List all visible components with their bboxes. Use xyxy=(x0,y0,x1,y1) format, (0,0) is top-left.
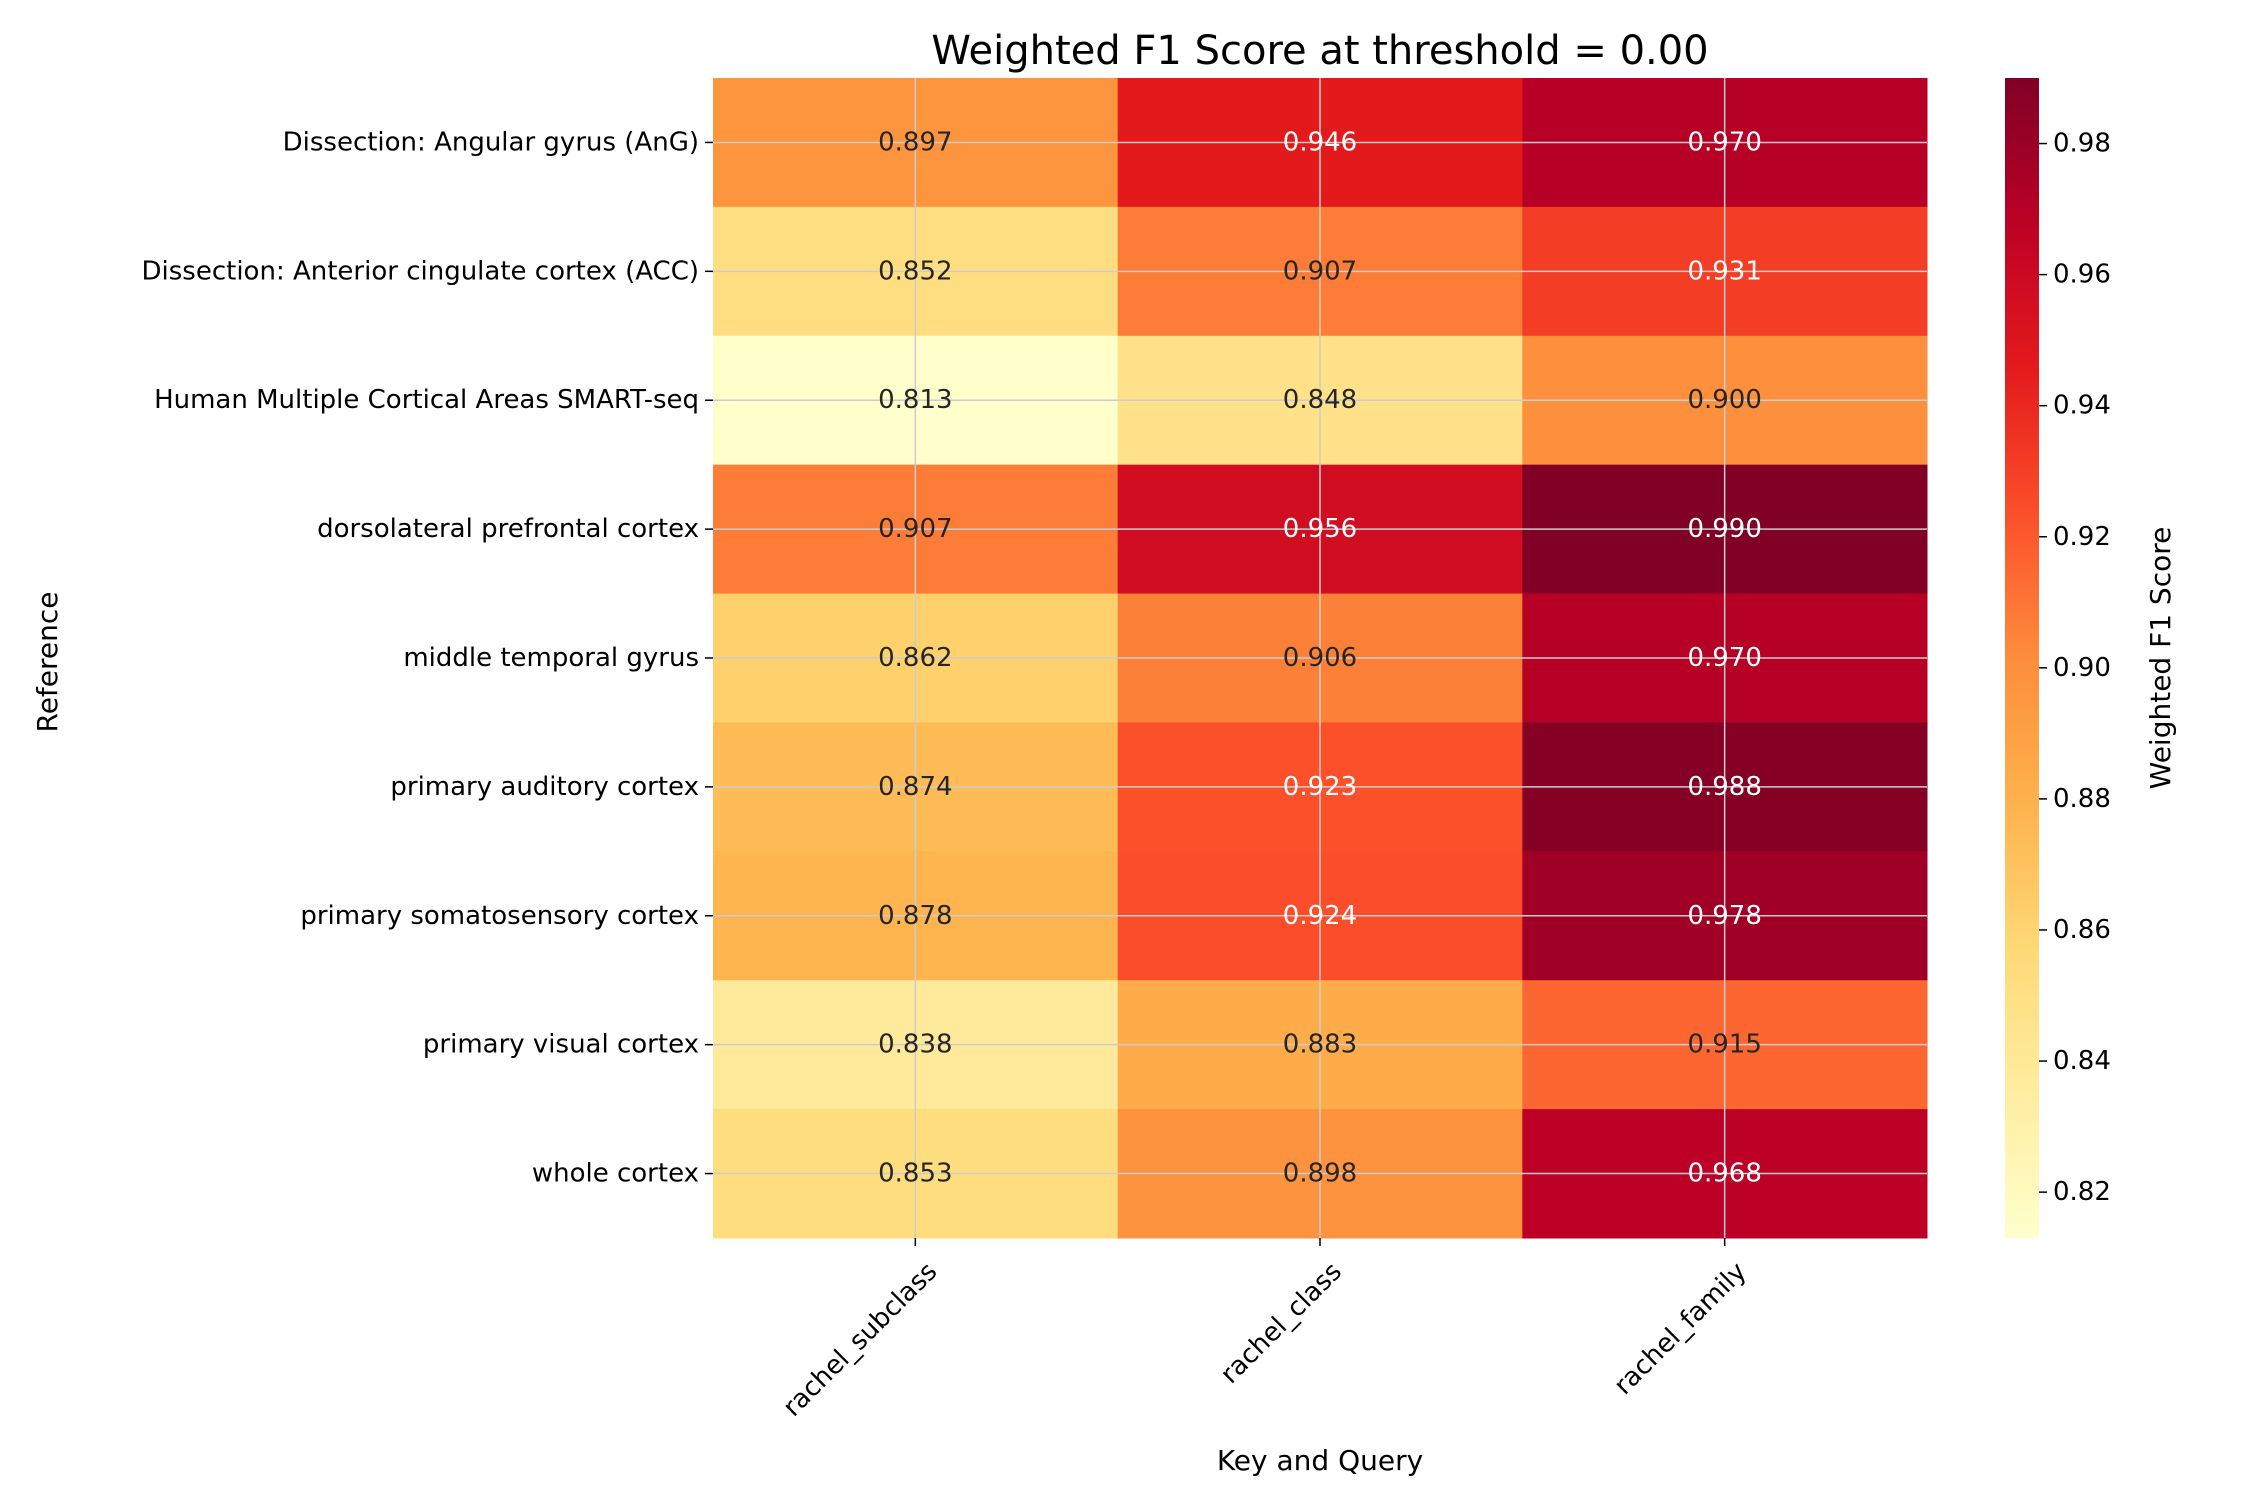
y-tick-label: middle temporal gyrus xyxy=(403,643,699,673)
cell-value-label: 0.848 xyxy=(1283,385,1357,415)
cell-value-label: 0.915 xyxy=(1687,1030,1761,1060)
colorbar-tick-label: 0.92 xyxy=(2053,522,2111,552)
cell-value-label: 0.906 xyxy=(1283,643,1357,673)
y-tick-label: primary visual cortex xyxy=(423,1030,699,1060)
cell-value-label: 0.970 xyxy=(1687,127,1761,157)
colorbar xyxy=(2005,78,2039,1238)
colorbar-tick-label: 0.96 xyxy=(2053,260,2111,290)
cell-value-label: 0.956 xyxy=(1283,514,1357,544)
cell-value-label: 0.878 xyxy=(878,901,952,931)
cell-value-label: 0.852 xyxy=(878,256,952,286)
cell-value-label: 0.970 xyxy=(1687,643,1761,673)
colorbar-label: Weighted F1 Score xyxy=(2144,527,2177,790)
cell-labels: 0.897 0.946 0.970 0.852 0.907 0.931 0.813 0.848… xyxy=(878,127,1762,1188)
colorbar-ticks: 0.82 0.84 0.86 0.88 0.90 0.92 0.94 0.96 0.98 xyxy=(2039,129,2111,1207)
y-tick-label: Dissection: Anterior cingulate cortex (A… xyxy=(142,256,699,286)
cell-value-label: 0.813 xyxy=(878,385,952,415)
cell-value-label: 0.838 xyxy=(878,1030,952,1060)
cell-value-label: 0.900 xyxy=(1687,385,1761,415)
cell-value-label: 0.898 xyxy=(1283,1159,1357,1189)
cell-value-label: 0.862 xyxy=(878,643,952,673)
cell-value-label: 0.897 xyxy=(878,127,952,157)
x-tick-label: rachel_subclass xyxy=(777,1257,943,1423)
cell-value-label: 0.874 xyxy=(878,772,952,802)
colorbar-tick-label: 0.98 xyxy=(2053,129,2111,159)
cell-value-label: 0.883 xyxy=(1283,1030,1357,1060)
y-tick-label: whole cortex xyxy=(532,1159,699,1189)
cell-value-label: 0.923 xyxy=(1283,772,1357,802)
y-tick-label: Human Multiple Cortical Areas SMART-seq xyxy=(154,385,699,415)
cell-value-label: 0.931 xyxy=(1687,256,1761,286)
colorbar-tick-label: 0.84 xyxy=(2053,1046,2111,1076)
colorbar-tick-label: 0.94 xyxy=(2053,391,2111,421)
y-tick-label: primary somatosensory cortex xyxy=(300,901,699,931)
y-tick-label: primary auditory cortex xyxy=(390,772,699,802)
colorbar-tick-label: 0.82 xyxy=(2053,1177,2111,1207)
cell-value-label: 0.990 xyxy=(1687,514,1761,544)
cell-value-label: 0.968 xyxy=(1687,1159,1761,1189)
x-axis-ticks: rachel_subclass rachel_class rachel_family xyxy=(777,1238,1753,1423)
cell-value-label: 0.946 xyxy=(1283,127,1357,157)
x-tick-label: rachel_family xyxy=(1608,1257,1752,1401)
y-tick-label: Dissection: Angular gyrus (AnG) xyxy=(283,127,699,157)
cell-value-label: 0.978 xyxy=(1687,901,1761,931)
colorbar-tick-label: 0.88 xyxy=(2053,784,2111,814)
grid-lines xyxy=(713,78,1927,1238)
x-tick-label: rachel_class xyxy=(1215,1257,1348,1390)
cell-value-label: 0.988 xyxy=(1687,772,1761,802)
cell-value-label: 0.924 xyxy=(1283,901,1357,931)
cell-value-label: 0.907 xyxy=(878,514,952,544)
cell-value-label: 0.907 xyxy=(1283,256,1357,286)
cell-value-label: 0.853 xyxy=(878,1159,952,1189)
y-axis-label: Reference xyxy=(31,592,64,733)
chart-title: Weighted F1 Score at threshold = 0.00 xyxy=(931,28,1708,74)
x-axis-label: Key and Query xyxy=(1217,1444,1423,1477)
y-axis-ticks: Dissection: Angular gyrus (AnG) Dissectio… xyxy=(142,127,713,1189)
colorbar-tick-label: 0.86 xyxy=(2053,915,2111,945)
y-tick-label: dorsolateral prefrontal cortex xyxy=(317,514,699,544)
colorbar-tick-label: 0.90 xyxy=(2053,653,2111,683)
